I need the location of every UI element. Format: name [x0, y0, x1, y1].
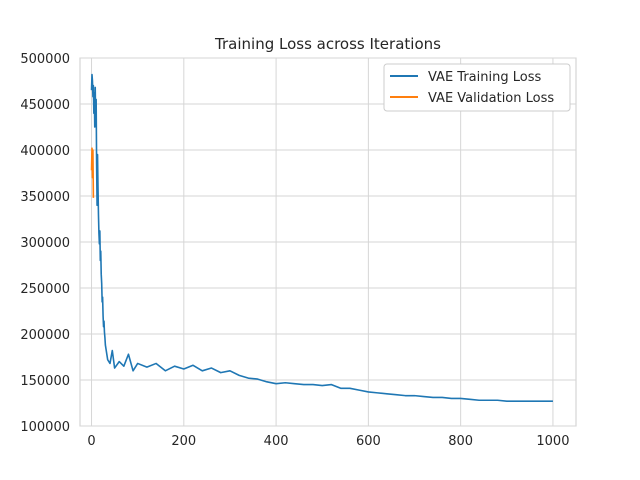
y-tick-label: 150000	[20, 374, 70, 389]
y-tick-label: 450000	[20, 98, 70, 113]
x-tick-label: 400	[264, 434, 289, 449]
x-tick-label: 0	[87, 434, 95, 449]
y-tick-label: 500000	[20, 52, 70, 67]
legend-box	[383, 63, 571, 112]
y-tick-label: 250000	[20, 282, 70, 297]
validation-loss-line	[90, 147, 95, 198]
grid-layer	[80, 57, 576, 427]
legend-label-validation: VAE Validation Loss	[428, 91, 554, 106]
y-tick-label: 300000	[20, 236, 70, 251]
y-tick-label: 400000	[20, 144, 70, 159]
legend-label-training: VAE Training Loss	[428, 70, 541, 85]
chart-title: Training Loss across Iterations	[214, 35, 441, 53]
x-tick-label: 800	[448, 434, 473, 449]
x-tick-label: 1000	[536, 434, 569, 449]
axis-layer: 0 200 400 600 800 1000 100000 150000 200000 25000…	[20, 52, 569, 449]
x-tick-label: 200	[171, 434, 196, 449]
training-loss-line	[90, 73, 553, 402]
y-tick-label: 350000	[20, 190, 70, 205]
x-tick-label: 600	[356, 434, 381, 449]
y-tick-label: 100000	[20, 420, 70, 435]
series-layer	[90, 73, 553, 402]
legend: VAE Training Loss VAE Validation Loss	[383, 63, 571, 112]
y-tick-label: 200000	[20, 328, 70, 343]
